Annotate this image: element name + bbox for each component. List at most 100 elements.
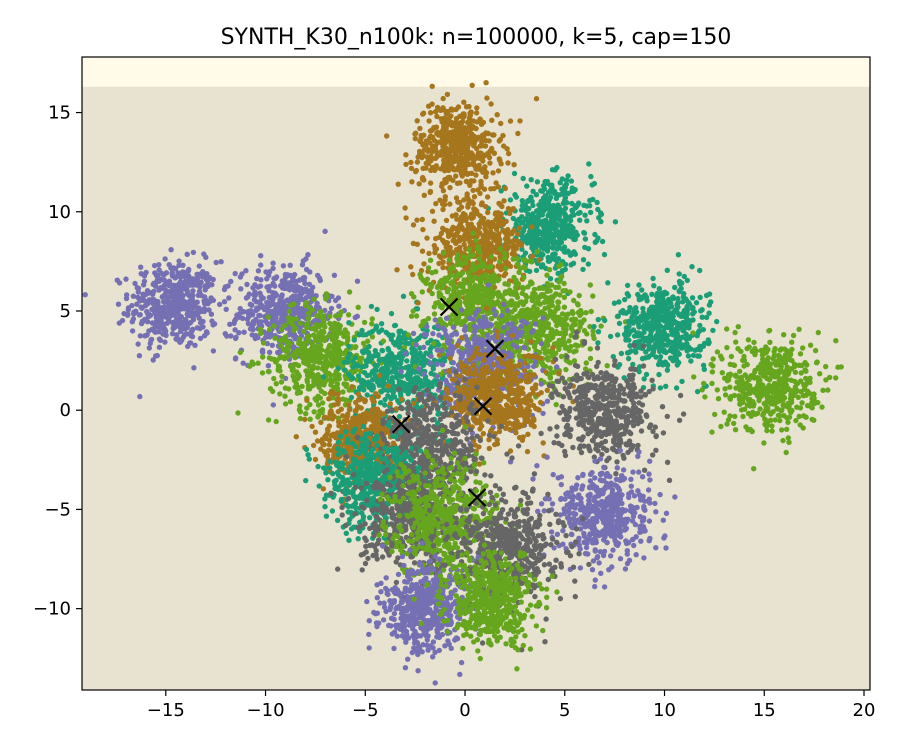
data-point — [650, 349, 656, 356]
data-point — [374, 379, 381, 385]
data-point — [125, 307, 131, 313]
data-point — [410, 377, 416, 383]
data-point — [209, 282, 215, 288]
data-point — [412, 135, 418, 142]
data-point — [320, 374, 327, 380]
data-point — [206, 276, 212, 282]
data-point — [550, 207, 557, 213]
data-point — [664, 361, 670, 368]
data-point — [196, 288, 203, 295]
data-point — [137, 393, 143, 400]
data-point — [318, 308, 324, 315]
data-point — [440, 95, 446, 102]
data-point — [462, 260, 468, 266]
data-point — [646, 339, 652, 345]
data-point — [728, 353, 735, 360]
data-point — [290, 366, 296, 372]
data-point — [154, 272, 160, 278]
data-point — [278, 294, 285, 300]
data-point — [322, 307, 328, 314]
data-point — [149, 320, 155, 326]
data-point — [359, 327, 365, 334]
data-point — [522, 265, 528, 271]
data-point — [656, 341, 662, 348]
data-point — [323, 296, 329, 302]
data-point — [676, 288, 682, 294]
data-point — [475, 134, 482, 140]
data-point — [260, 354, 266, 360]
data-point — [250, 321, 257, 327]
data-point — [369, 321, 375, 327]
data-point — [424, 235, 430, 241]
data-point — [664, 324, 671, 331]
data-point — [697, 322, 703, 329]
data-point — [427, 110, 434, 116]
data-point — [566, 338, 572, 344]
data-point — [173, 274, 179, 280]
data-point — [366, 343, 372, 350]
data-point — [369, 334, 376, 340]
data-point — [201, 308, 207, 315]
data-point — [190, 313, 197, 319]
data-point — [502, 250, 508, 257]
data-point — [130, 293, 137, 299]
data-point — [423, 165, 429, 171]
data-point — [116, 280, 123, 286]
data-point — [333, 313, 339, 319]
data-point — [412, 347, 418, 354]
data-point — [271, 375, 277, 382]
data-point — [282, 307, 288, 313]
data-point — [435, 129, 441, 135]
data-point — [269, 293, 276, 300]
data-point — [175, 336, 181, 342]
data-point — [724, 326, 730, 332]
data-point — [384, 133, 390, 139]
data-point — [428, 128, 434, 134]
data-point — [531, 344, 538, 350]
data-point — [259, 370, 266, 376]
data-point — [465, 270, 472, 276]
data-point — [479, 330, 486, 336]
data-point — [444, 91, 451, 98]
data-point — [413, 130, 419, 136]
data-point — [780, 437, 786, 444]
data-point — [533, 300, 539, 307]
data-point — [694, 388, 701, 395]
data-point — [178, 288, 184, 294]
data-point — [552, 308, 558, 315]
data-point — [436, 260, 442, 267]
data-point — [510, 215, 516, 222]
data-point — [442, 201, 448, 208]
data-point — [163, 332, 169, 338]
data-point — [431, 357, 438, 363]
data-point — [715, 396, 722, 402]
data-point — [546, 196, 553, 203]
data-point — [172, 312, 178, 319]
data-point — [505, 150, 512, 157]
data-point — [641, 329, 647, 335]
chart-title: SYNTH_K30_n100k: n=100000, k=5, cap=150 — [221, 25, 732, 50]
data-point — [515, 242, 521, 248]
data-point — [124, 292, 130, 298]
data-point — [462, 137, 468, 143]
data-point — [599, 238, 606, 245]
plot-top-band — [82, 57, 870, 87]
data-point — [618, 309, 624, 315]
data-point — [470, 252, 477, 258]
data-point — [282, 274, 289, 281]
data-point — [291, 287, 297, 294]
data-point — [408, 313, 415, 319]
data-point — [177, 294, 183, 300]
data-point — [498, 211, 504, 217]
data-point — [336, 376, 342, 382]
data-point — [369, 355, 375, 361]
data-point — [420, 110, 427, 116]
data-point — [293, 316, 299, 322]
data-point — [479, 284, 485, 290]
data-point — [440, 206, 446, 213]
data-point — [314, 313, 320, 319]
data-point — [288, 273, 295, 279]
data-point — [327, 320, 333, 327]
data-point — [433, 200, 439, 207]
data-point — [514, 294, 521, 301]
